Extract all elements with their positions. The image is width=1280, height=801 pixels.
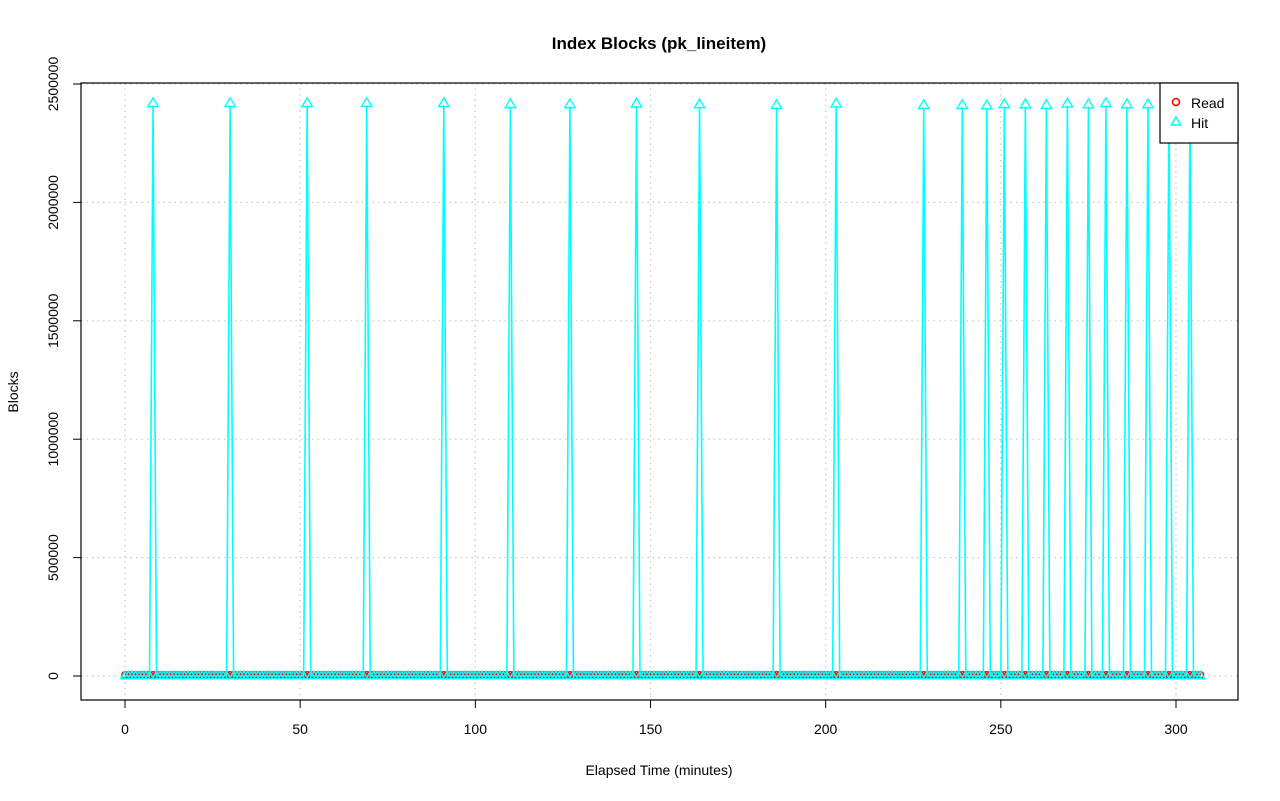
data-point (1117, 670, 1130, 680)
chart-title: Index Blocks (pk_lineitem) (552, 34, 766, 53)
legend-marker-read (1171, 97, 1181, 107)
x-axis: 0 50 100 150 200 250 300 (121, 699, 1188, 737)
legend: Read Hit (1159, 82, 1239, 144)
series-line (125, 105, 1201, 677)
data-point (917, 98, 931, 110)
y-tick-label: 2500000 (45, 57, 61, 112)
data-point (563, 97, 577, 109)
data-point (1037, 670, 1049, 680)
data-point (1016, 670, 1028, 680)
data-point (357, 670, 369, 680)
data-point (143, 670, 156, 680)
data-point (827, 670, 839, 680)
data-point (146, 96, 160, 108)
data-point (955, 98, 969, 110)
data-point (693, 97, 707, 109)
data-point (1099, 96, 1113, 108)
data-point (1081, 97, 1095, 109)
legend-label-read: Read (1191, 95, 1224, 111)
y-tick-label: 500000 (45, 534, 61, 581)
data-point (1060, 96, 1074, 108)
legend-box (1159, 82, 1239, 144)
y-tick-label: 1000000 (45, 412, 61, 467)
data-point (977, 670, 989, 680)
y-tick-label: 1500000 (45, 293, 61, 348)
data-point (1194, 670, 1207, 680)
x-tick-label: 300 (1164, 721, 1188, 737)
y-tick-label: 2000000 (45, 175, 61, 230)
data-point (220, 670, 233, 680)
data-point (630, 96, 643, 108)
data-point (1120, 97, 1134, 109)
data-point (829, 96, 843, 108)
data-point (501, 670, 513, 680)
x-tick-label: 0 (121, 721, 129, 737)
data-point (298, 670, 310, 680)
data-point (1058, 670, 1070, 680)
x-axis-label: Elapsed Time (minutes) (585, 762, 732, 778)
data-point (1159, 670, 1172, 680)
data-point (1079, 670, 1091, 680)
data-point (1138, 670, 1151, 680)
x-tick-label: 50 (292, 721, 308, 737)
data-point (223, 96, 237, 108)
data-point (560, 670, 573, 680)
data-point (914, 670, 926, 680)
x-tick-label: 100 (464, 721, 488, 737)
data-point (767, 670, 779, 680)
data-point (1018, 97, 1032, 109)
x-tick-label: 250 (989, 721, 1013, 737)
data-point (434, 670, 446, 680)
y-axis: 0 500000 1000000 1500000 2000000 2500000 (45, 57, 82, 680)
data-point (1180, 670, 1193, 680)
data-point (1039, 98, 1053, 110)
data-point (770, 98, 784, 110)
x-tick-label: 200 (814, 721, 838, 737)
data-point (953, 670, 965, 680)
data-point (503, 97, 517, 109)
data-point (995, 670, 1007, 680)
data-point (627, 670, 639, 680)
data-point (300, 96, 314, 108)
data-point (980, 98, 994, 110)
series-hit (119, 96, 1207, 680)
data-point (690, 670, 702, 680)
legend-label-hit: Hit (1191, 115, 1208, 131)
data-point (1096, 670, 1109, 680)
data-point (360, 96, 374, 108)
data-point (997, 97, 1011, 109)
y-tick-label: 0 (45, 672, 61, 680)
y-axis-label: Blocks (5, 371, 21, 412)
x-tick-label: 150 (639, 721, 663, 737)
legend-marker-hit (1169, 115, 1183, 126)
data-point (437, 96, 451, 108)
data-point (1141, 97, 1155, 109)
series-layer (119, 96, 1207, 680)
